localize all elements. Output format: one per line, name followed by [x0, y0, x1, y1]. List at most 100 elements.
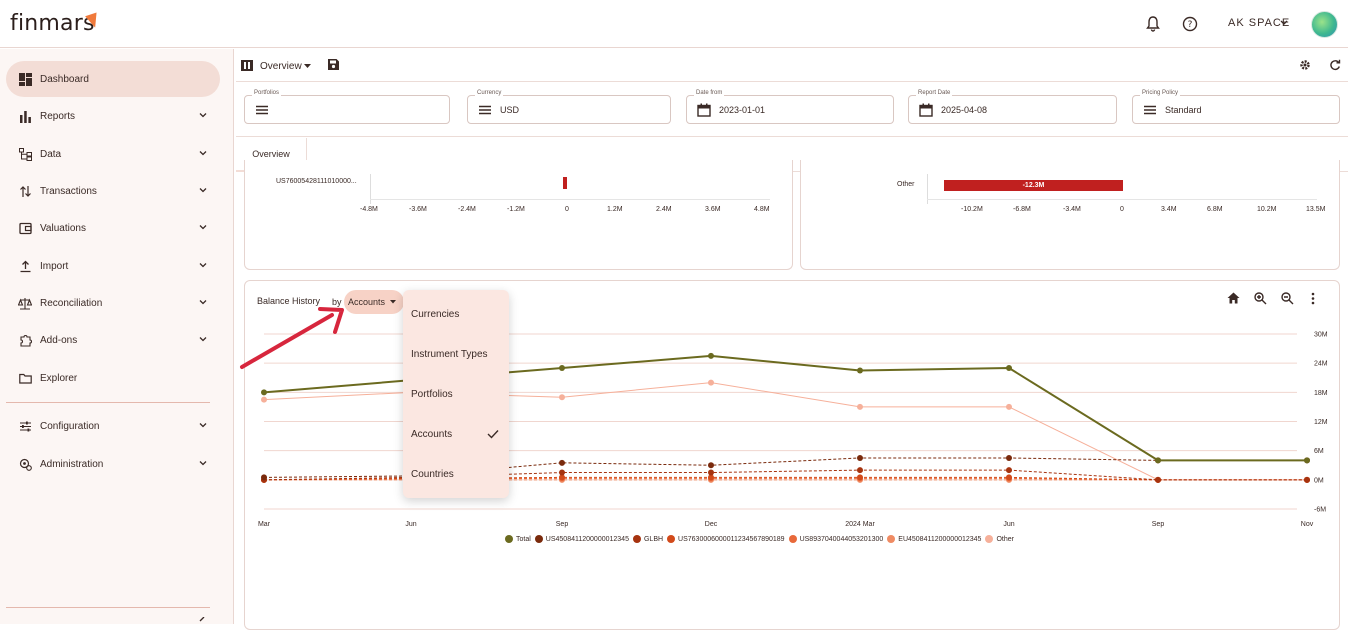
refresh-icon[interactable]	[1329, 59, 1341, 71]
data-point[interactable]	[261, 389, 267, 396]
data-point[interactable]	[559, 474, 565, 481]
sidebar-item-transactions[interactable]: Transactions	[6, 173, 220, 209]
sidebar-item-reconciliation[interactable]: Reconciliation	[6, 285, 220, 321]
data-point[interactable]	[1006, 467, 1012, 474]
layout-selector[interactable]: Overview	[260, 61, 302, 72]
caret-down-icon[interactable]	[304, 64, 311, 69]
data-point[interactable]	[857, 454, 863, 461]
data-point[interactable]	[857, 367, 863, 374]
data-point[interactable]	[1006, 403, 1012, 410]
legend-item[interactable]: EU4508411200000012345	[887, 535, 981, 543]
space-selector[interactable]: AK SPACE	[1228, 17, 1291, 29]
data-point[interactable]	[1006, 474, 1012, 481]
x-tick: 0	[565, 206, 569, 213]
bell-icon[interactable]	[1143, 14, 1163, 34]
chevron-down-icon[interactable]	[198, 222, 208, 232]
exposure-bar[interactable]	[563, 177, 567, 189]
x-tick: -3.4M	[1063, 206, 1081, 213]
x-tick-label: Dec	[705, 521, 718, 528]
legend-item[interactable]: US7630006000011234567890189	[667, 535, 785, 543]
calendar-icon[interactable]	[697, 103, 711, 117]
data-point[interactable]	[857, 467, 863, 474]
legend-item[interactable]: US4508411200000012345	[534, 535, 629, 543]
dropdown-option-portfolios[interactable]: Portfolios	[411, 389, 453, 400]
other-exposure-bar[interactable]: -12.3M	[944, 180, 1123, 191]
report-date-filter-value: 2025-04-08	[941, 105, 988, 115]
x-tick: -4.8M	[360, 206, 378, 213]
data-point[interactable]	[559, 394, 565, 401]
y-tick-label: 30M	[1314, 332, 1328, 339]
date-from-filter[interactable]: Date from 2023-01-01	[686, 90, 894, 124]
data-point[interactable]	[261, 396, 267, 403]
legend-dot	[534, 535, 543, 543]
data-point[interactable]	[559, 365, 565, 372]
sidebar-item-import[interactable]: Import	[6, 248, 220, 284]
chevron-down-icon[interactable]	[198, 148, 208, 158]
data-point[interactable]	[1155, 457, 1161, 464]
currency-filter[interactable]: Currency USD	[467, 90, 671, 124]
sidebar-item-label: Reconciliation	[40, 297, 103, 309]
sidebar-item-reports[interactable]: Reports	[6, 98, 220, 134]
data-point[interactable]	[261, 474, 267, 481]
data-point[interactable]	[708, 379, 714, 386]
data-point[interactable]	[857, 474, 863, 481]
dropdown-option-instrument-types[interactable]: Instrument Types	[411, 349, 488, 360]
zoom-out-icon[interactable]	[1281, 292, 1294, 305]
sidebar-item-administration[interactable]: Administration	[6, 446, 220, 482]
chevron-down-icon[interactable]	[198, 297, 208, 307]
calendar-icon[interactable]	[919, 103, 933, 117]
pricing-policy-filter-value: Standard	[1165, 105, 1202, 115]
more-vert-icon[interactable]	[1310, 292, 1316, 305]
x-tick-label: 2024 Mar	[845, 521, 875, 528]
collapse-sidebar-icon[interactable]	[197, 617, 207, 624]
y-tick-label: 6M	[1314, 448, 1324, 455]
sidebar-item-configuration[interactable]: Configuration	[6, 408, 220, 444]
sidebar-item-add-ons[interactable]: Add-ons	[6, 322, 220, 358]
data-point[interactable]	[857, 403, 863, 410]
save-icon[interactable]	[328, 59, 339, 70]
data-point[interactable]	[1304, 457, 1310, 464]
chevron-down-icon[interactable]	[198, 334, 208, 344]
report-date-filter[interactable]: Report Date 2025-04-08	[908, 90, 1117, 124]
legend-item[interactable]: Total	[505, 535, 531, 543]
chevron-down-icon[interactable]	[198, 185, 208, 195]
data-point[interactable]	[1304, 476, 1310, 483]
sidebar-item-valuations[interactable]: Valuations	[6, 210, 220, 246]
app-logo[interactable]: finmars	[10, 11, 95, 36]
avatar[interactable]	[1311, 11, 1338, 38]
settings-icon[interactable]	[1299, 59, 1311, 71]
dropdown-option-currencies[interactable]: Currencies	[411, 309, 460, 320]
chevron-down-icon[interactable]	[198, 420, 208, 430]
home-icon[interactable]	[1227, 292, 1240, 304]
data-point[interactable]	[1006, 365, 1012, 372]
data-point[interactable]	[708, 469, 714, 476]
group-by-selector[interactable]: Accounts	[344, 290, 404, 314]
data-point[interactable]	[1155, 476, 1161, 483]
help-icon[interactable]: ?	[1180, 14, 1200, 34]
data-point[interactable]	[708, 352, 714, 359]
sidebar-item-data[interactable]: Data	[6, 136, 220, 172]
legend-item[interactable]: Other	[985, 535, 1014, 543]
data-point[interactable]	[708, 474, 714, 481]
data-point[interactable]	[559, 459, 565, 466]
pricing-policy-filter[interactable]: Pricing Policy Standard	[1132, 90, 1340, 124]
sidebar-item-explorer[interactable]: Explorer	[6, 360, 220, 396]
x-tick: -10.2M	[961, 206, 983, 213]
x-tick: 6.8M	[1207, 206, 1223, 213]
data-point[interactable]	[708, 462, 714, 469]
dropdown-option-countries[interactable]: Countries	[411, 469, 454, 480]
chevron-down-icon[interactable]	[1279, 13, 1289, 33]
dropdown-option-accounts[interactable]: Accounts	[411, 429, 453, 440]
data-point[interactable]	[559, 469, 565, 476]
legend-dot	[887, 535, 896, 543]
legend-item[interactable]: US8937040044053201300	[788, 535, 883, 543]
legend-item[interactable]: GLBH	[632, 535, 663, 543]
chevron-down-icon[interactable]	[198, 458, 208, 468]
portfolios-filter[interactable]: Portfolios	[244, 90, 450, 124]
chevron-down-icon[interactable]	[198, 260, 208, 270]
sidebar-item-dashboard[interactable]: Dashboard	[6, 61, 220, 97]
data-point[interactable]	[1006, 454, 1012, 461]
x-tick-label: Mar	[258, 521, 271, 528]
zoom-in-icon[interactable]	[1254, 292, 1267, 305]
chevron-down-icon[interactable]	[198, 110, 208, 120]
